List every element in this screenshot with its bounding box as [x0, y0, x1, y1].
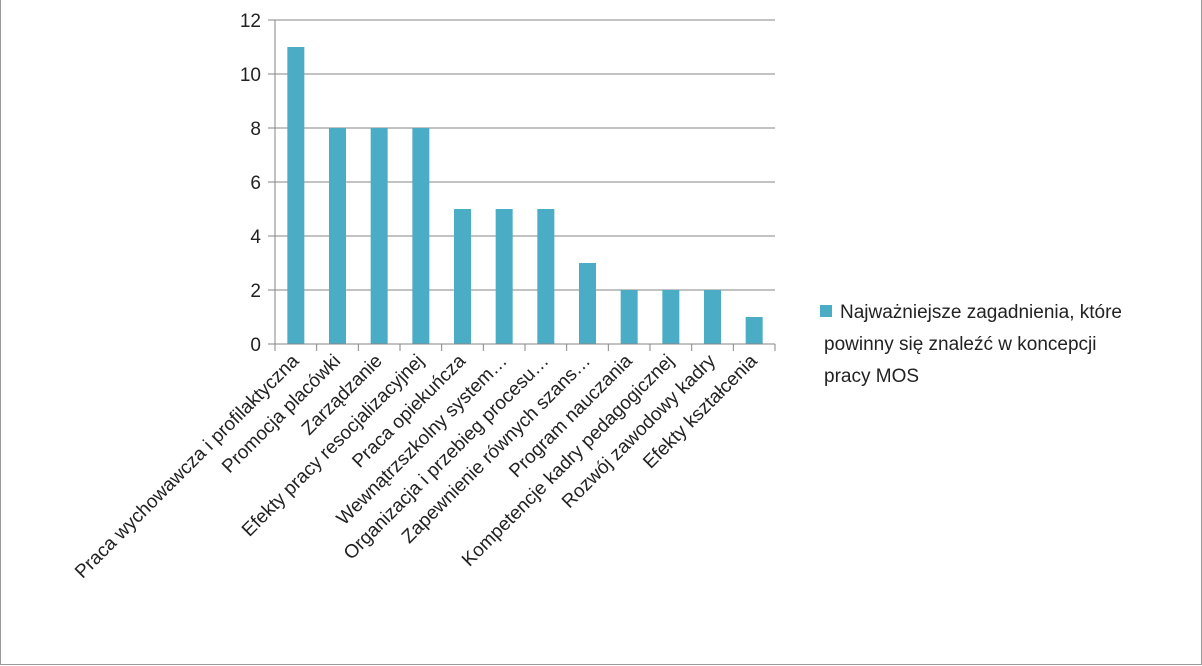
x-category-label: Praca wychowawcza i profilaktyczna — [71, 350, 303, 582]
y-tick-label: 4 — [250, 227, 261, 248]
bar — [620, 290, 638, 344]
bar — [329, 128, 346, 344]
y-tick-label: 8 — [250, 119, 261, 140]
y-tick-label: 0 — [250, 335, 261, 356]
y-tick-label: 12 — [240, 11, 261, 32]
bar — [495, 209, 513, 344]
bar — [287, 47, 305, 344]
legend: Najważniejsze zagadnienia, które powinny… — [820, 302, 1122, 387]
bar — [412, 128, 430, 344]
y-tick-label: 10 — [240, 65, 261, 86]
bar — [704, 290, 721, 344]
y-tick-labels: 0 2 4 6 8 10 12 — [240, 11, 262, 356]
legend-line-2: powinny się znaleźć w koncepcji — [824, 334, 1096, 355]
y-tick-label: 2 — [250, 281, 261, 302]
x-category-labels: Praca wychowawcza i profilaktycznaPromoc… — [71, 350, 762, 582]
legend-swatch — [820, 305, 832, 317]
bar — [579, 263, 596, 344]
bar — [537, 209, 555, 344]
bar — [370, 128, 388, 344]
axes — [274, 20, 776, 351]
bar — [662, 290, 680, 344]
bar — [454, 209, 471, 344]
bar — [745, 317, 763, 344]
y-tick-label: 6 — [250, 173, 261, 194]
legend-line-3: pracy MOS — [824, 366, 919, 387]
bars — [287, 47, 763, 344]
gridlines — [268, 19, 775, 345]
legend-line-1: Najważniejsze zagadnienia, które — [840, 302, 1122, 323]
